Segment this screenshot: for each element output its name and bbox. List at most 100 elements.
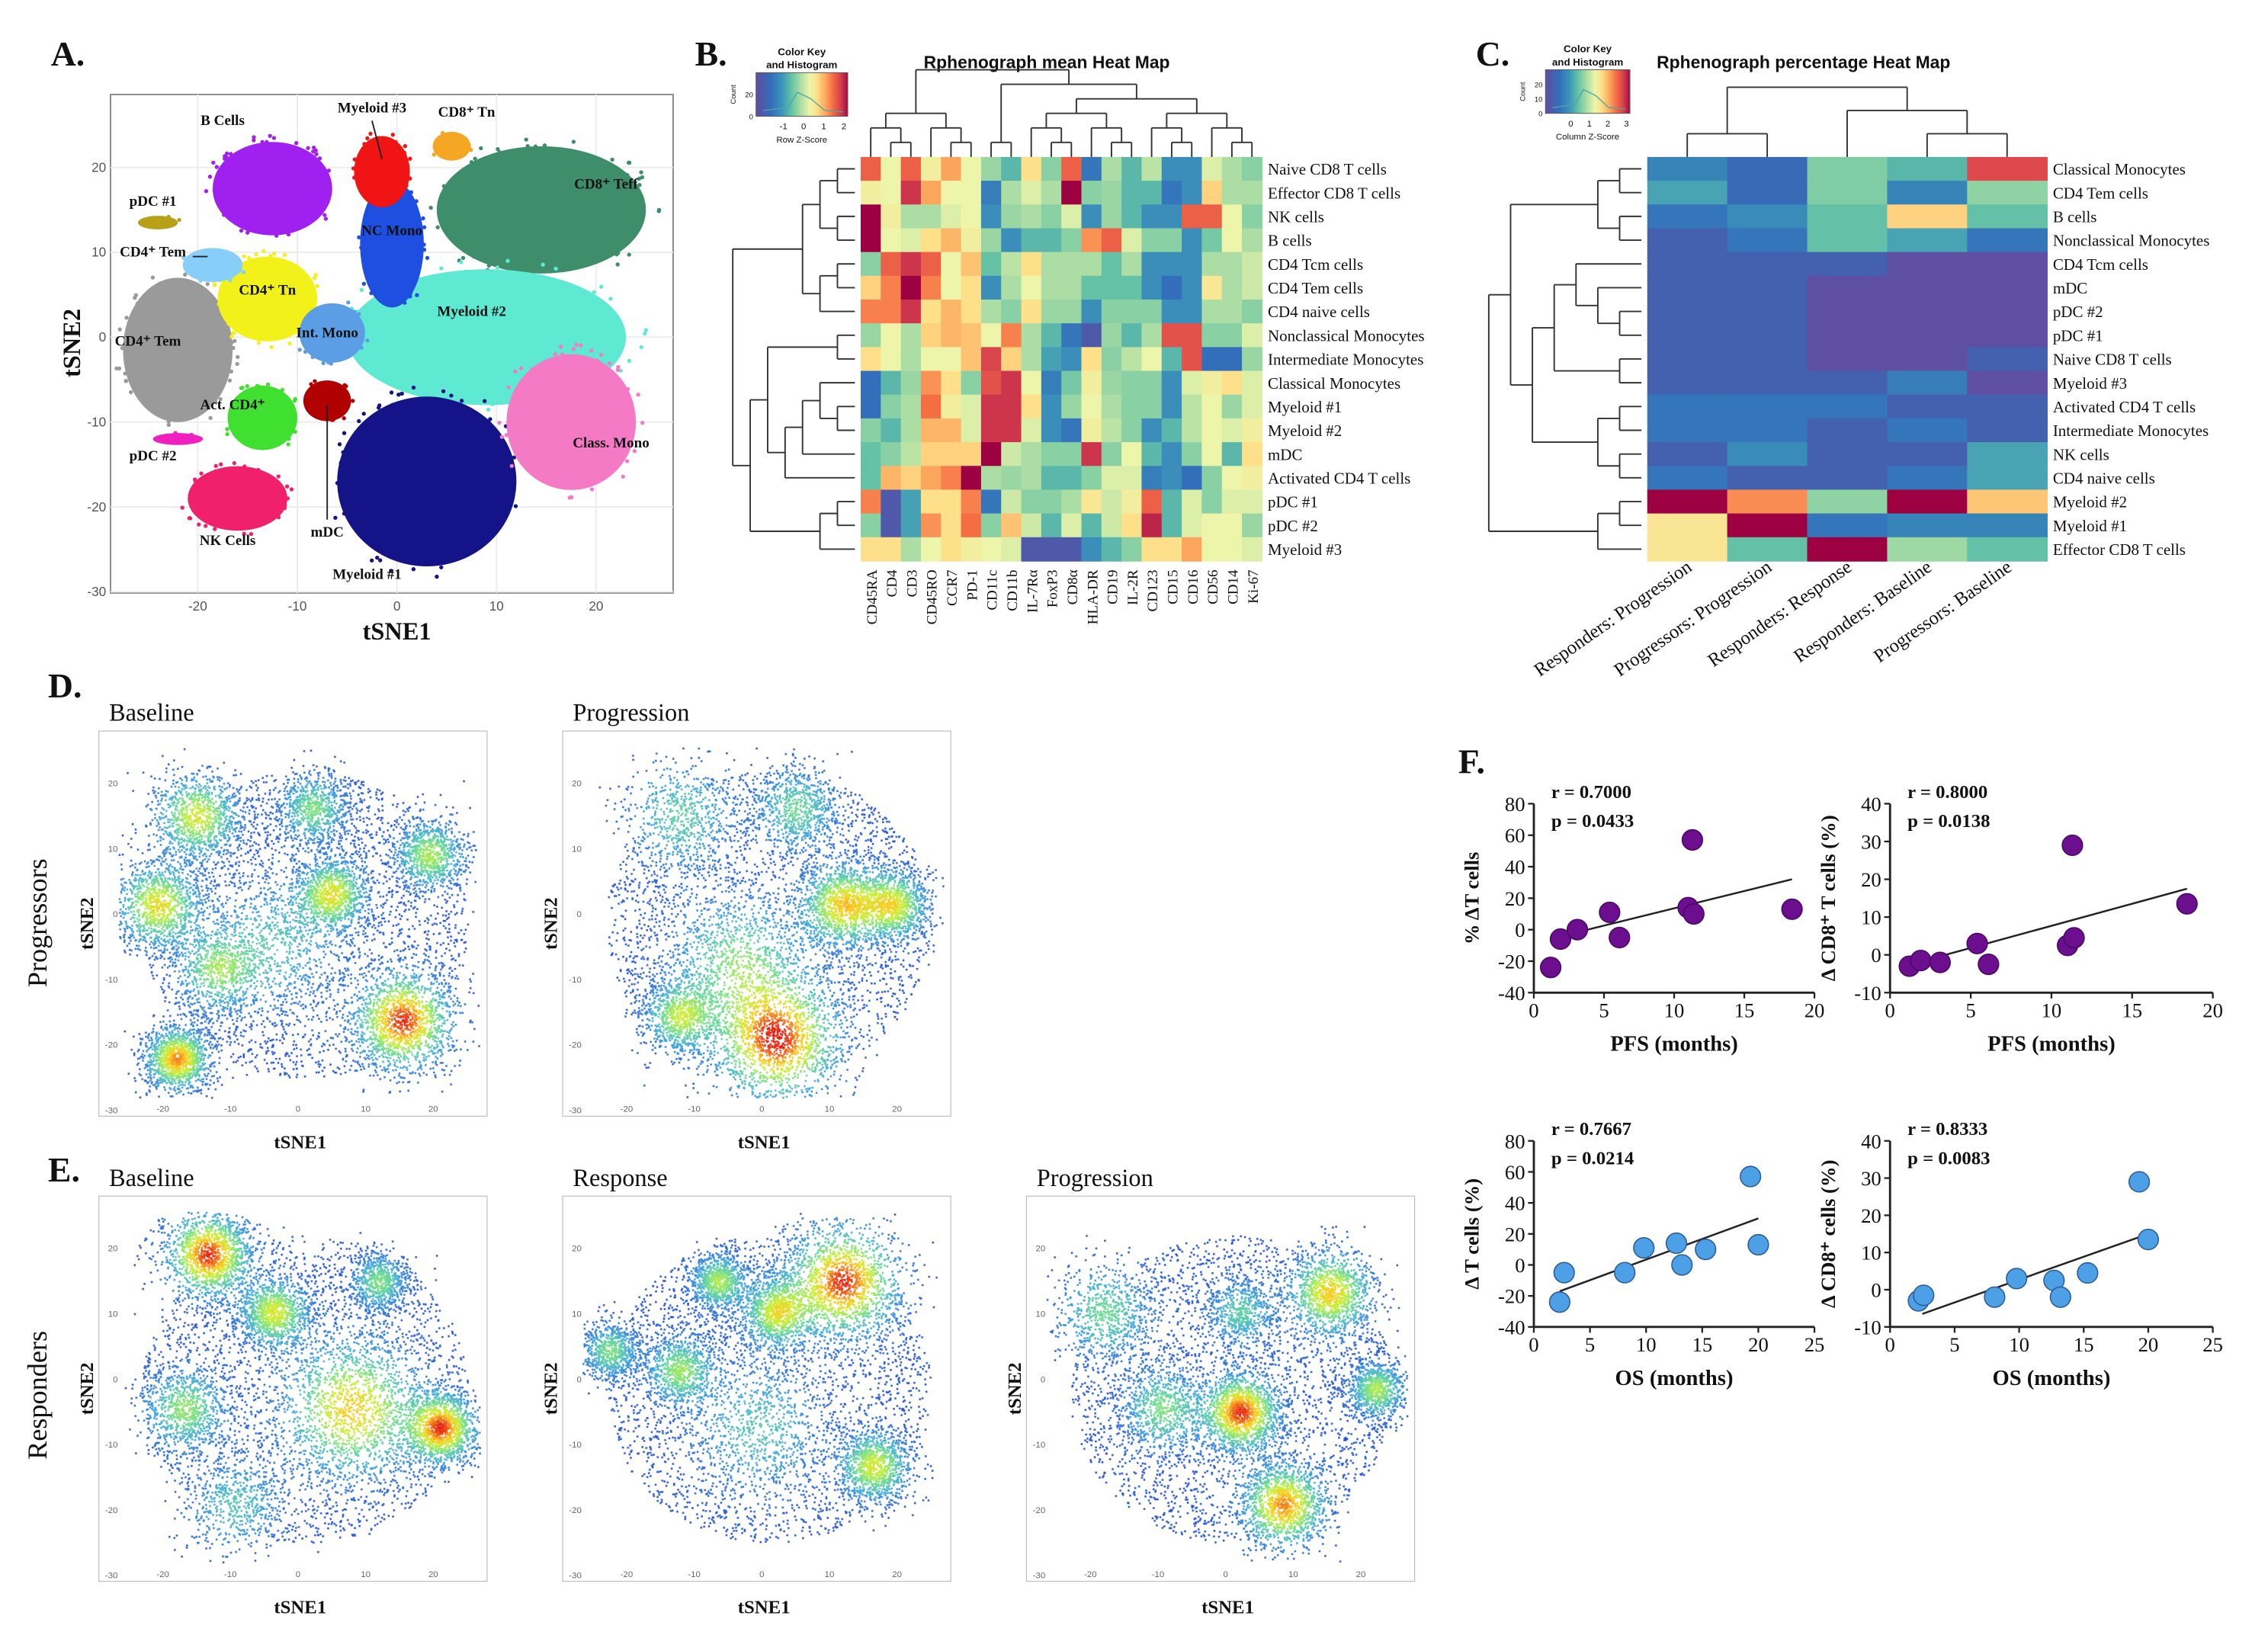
cluster-label: NK Cells [200,533,256,549]
cell-point [435,574,439,579]
cell-point [567,495,572,500]
cell-point [571,347,576,351]
color-key-xlabel: Column Z-Score [1556,133,1619,142]
color-key-swatch [1548,69,1551,114]
cell-point [524,137,528,142]
color-key-swatch [806,72,810,117]
heatmap-cell [1101,537,1122,562]
cell-point [553,266,558,271]
heatmap-cell [1967,181,2048,206]
heatmap-cell [1061,275,1083,300]
heatmap-cell [1081,489,1102,515]
color-key-swatch [833,72,837,117]
heatmap-cell [1021,252,1042,277]
heatmap-cell [861,489,882,515]
heatmap-cell [961,466,982,491]
color-key-swatch [1574,69,1578,114]
color-key-swatch [774,72,778,117]
cell-point [219,284,223,290]
panel-label-f: F. [1458,742,1485,781]
cell-point [607,373,612,378]
heatmap-cell [1101,347,1122,372]
heatmap-cell [1201,466,1223,491]
y-tick-label: -10 [105,976,118,985]
cell-point [626,436,631,441]
heatmap-cell [1001,370,1022,396]
y-tick-label: 0 [1871,1279,1881,1302]
color-key-swatch [1577,69,1580,114]
cell-point [608,297,613,301]
cell-point [357,418,361,424]
heatmap-cell [900,300,922,324]
cluster-label: Act. CD4⁺ [200,397,265,413]
heatmap-cell [941,228,962,253]
heatmap-cell [1101,418,1122,443]
cell-point [639,170,643,175]
heatmap-cell [1727,394,1808,419]
cell-point [128,390,133,395]
cell-point [269,345,274,350]
data-point [1665,1232,1688,1255]
y-tick-label: 10 [1861,1242,1881,1265]
heatmap-cell [881,489,902,515]
cell-point [497,400,502,406]
y-tick-label: 20 [572,1245,582,1254]
heatmap-cell [1141,156,1163,181]
cell-point [142,300,147,305]
y-tick-label: 20 [91,159,106,175]
y-tick-label: -10 [569,976,582,985]
cell-point [441,184,447,188]
heatmap-cell [1647,300,1728,324]
cell-point [177,217,181,223]
color-key-swatch [1545,69,1548,114]
y-tick-label: -30 [569,1572,582,1581]
cluster-body [123,277,233,422]
heatmap-cell [1041,466,1062,491]
x-tick-label: 20 [1748,1333,1769,1356]
cell-point [485,277,489,281]
cell-point [525,144,530,149]
heatmap-cell [961,537,982,562]
cell-point [632,449,637,454]
cell-point [150,275,156,280]
heatmap-cell [1001,513,1022,538]
y-tick-label: 10 [572,845,582,854]
cluster-label: NC Mono [361,223,422,239]
cell-point [592,290,596,294]
cell-point [607,377,611,382]
heatmap-cell [861,300,882,324]
heatmap-cell [1021,300,1042,324]
column-label: Ki-67 [1246,569,1262,603]
heatmap-cell [1221,442,1243,467]
cell-point [173,431,178,435]
y-tick-label: 40 [1505,1192,1525,1215]
x-tick-label: 20 [1356,1570,1366,1579]
cell-point [578,154,583,159]
heatmap-cell [861,228,882,253]
heatmap-cell [1967,442,2048,467]
color-key-swatch [826,72,830,117]
cell-point [362,264,367,270]
heatmap-cell [1081,156,1102,181]
heatmap-cell [920,370,942,396]
y-tick-label: -10 [1033,1441,1046,1450]
heatmap-cell [1041,418,1062,443]
cell-point [497,269,502,274]
cluster-body [432,131,471,161]
cell-point [607,361,612,366]
cell-point [390,299,396,303]
heatmap-cell [1041,370,1062,396]
cell-point [623,403,627,408]
cell-point [448,408,453,412]
cluster-myeloid-1 [333,385,528,579]
cluster-body [436,146,646,274]
y-axis-title: tSNE2 [541,1362,561,1415]
color-key-swatch [1612,69,1616,114]
cell-point [361,261,366,266]
heatmap-cell [881,418,902,443]
cell-point [588,362,592,367]
color-key-swatch [1625,69,1628,114]
heatmap-cell [1141,300,1163,324]
myeloid3-pointer-line [371,120,383,159]
cell-point [546,148,550,153]
